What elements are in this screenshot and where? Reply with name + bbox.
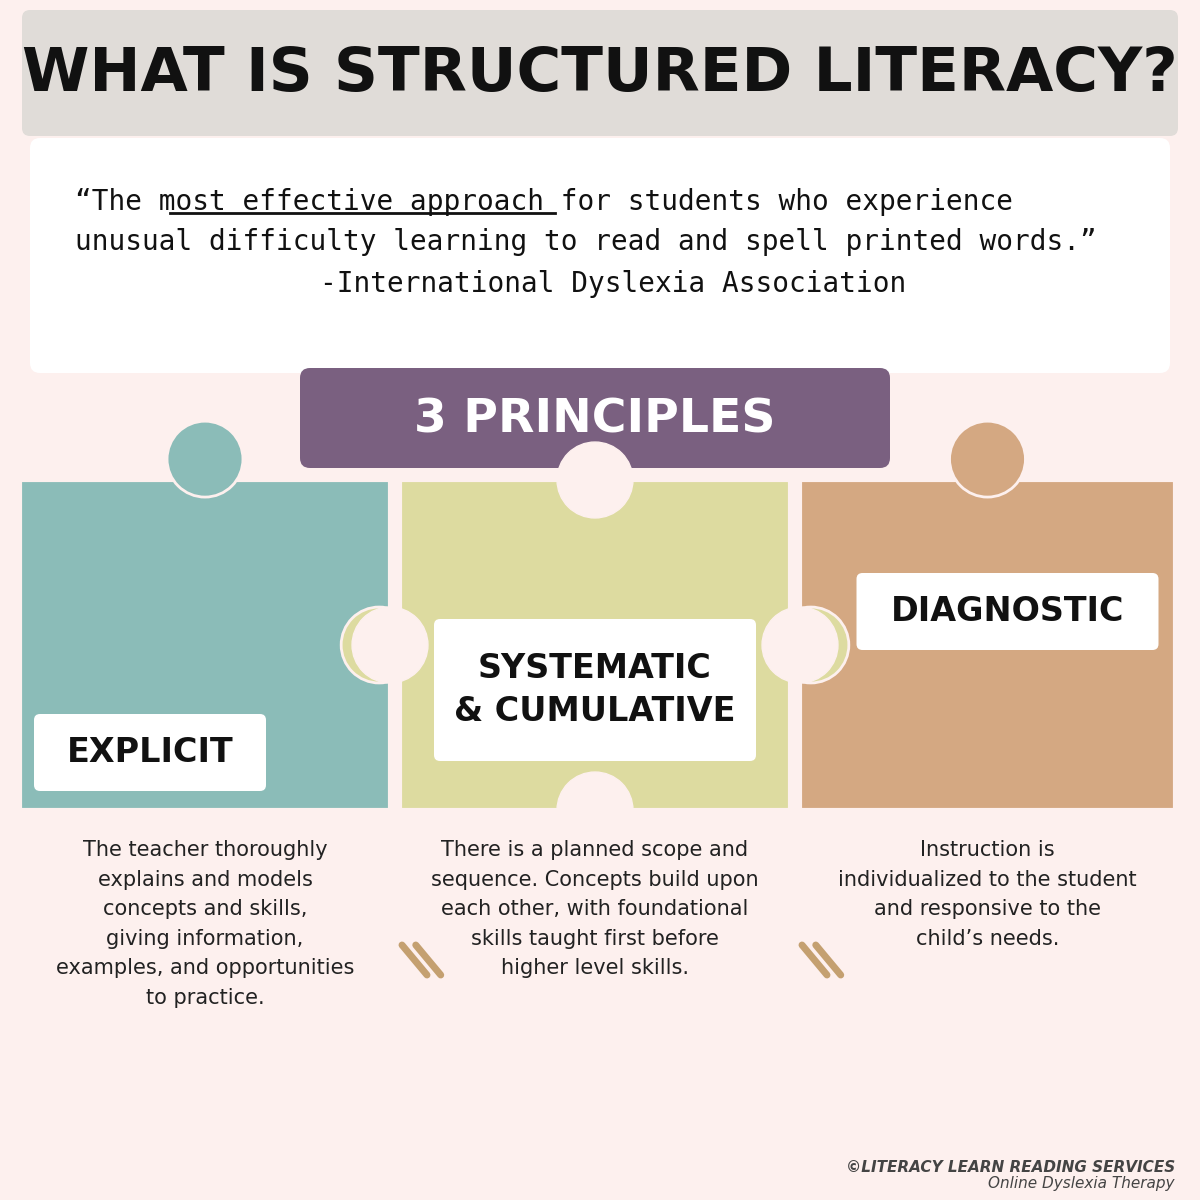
- Text: EXPLICIT: EXPLICIT: [67, 736, 233, 769]
- Text: -International Dyslexia Association: -International Dyslexia Association: [320, 270, 906, 298]
- FancyBboxPatch shape: [400, 480, 790, 810]
- FancyBboxPatch shape: [857, 572, 1158, 650]
- Circle shape: [557, 442, 632, 518]
- FancyBboxPatch shape: [22, 10, 1178, 136]
- FancyBboxPatch shape: [20, 480, 390, 810]
- Circle shape: [352, 607, 428, 683]
- FancyBboxPatch shape: [800, 480, 1175, 810]
- Circle shape: [341, 607, 418, 683]
- Text: There is a planned scope and
sequence. Concepts build upon
each other, with foun: There is a planned scope and sequence. C…: [431, 840, 758, 978]
- Circle shape: [557, 772, 632, 848]
- Text: The teacher thoroughly
explains and models
concepts and skills,
giving informati: The teacher thoroughly explains and mode…: [56, 840, 354, 1008]
- Text: ©LITERACY LEARN READING SERVICES: ©LITERACY LEARN READING SERVICES: [846, 1160, 1175, 1175]
- Circle shape: [773, 607, 848, 683]
- Circle shape: [949, 421, 1026, 497]
- Text: Online Dyslexia Therapy: Online Dyslexia Therapy: [989, 1176, 1175, 1190]
- FancyBboxPatch shape: [34, 714, 266, 791]
- FancyBboxPatch shape: [30, 138, 1170, 373]
- Text: “The most effective approach for students who experience: “The most effective approach for student…: [74, 188, 1013, 216]
- FancyBboxPatch shape: [300, 368, 890, 468]
- Text: Instruction is
individualized to the student
and responsive to the
child’s needs: Instruction is individualized to the stu…: [838, 840, 1136, 949]
- FancyBboxPatch shape: [434, 619, 756, 761]
- Circle shape: [167, 421, 242, 497]
- Text: DIAGNOSTIC: DIAGNOSTIC: [890, 595, 1124, 628]
- Text: unusual difficulty learning to read and spell printed words.”: unusual difficulty learning to read and …: [74, 228, 1097, 256]
- Text: SYSTEMATIC
& CUMULATIVE: SYSTEMATIC & CUMULATIVE: [455, 652, 736, 728]
- Circle shape: [762, 607, 838, 683]
- Text: 3 PRINCIPLES: 3 PRINCIPLES: [414, 397, 775, 443]
- Text: WHAT IS STRUCTURED LITERACY?: WHAT IS STRUCTURED LITERACY?: [22, 46, 1178, 104]
